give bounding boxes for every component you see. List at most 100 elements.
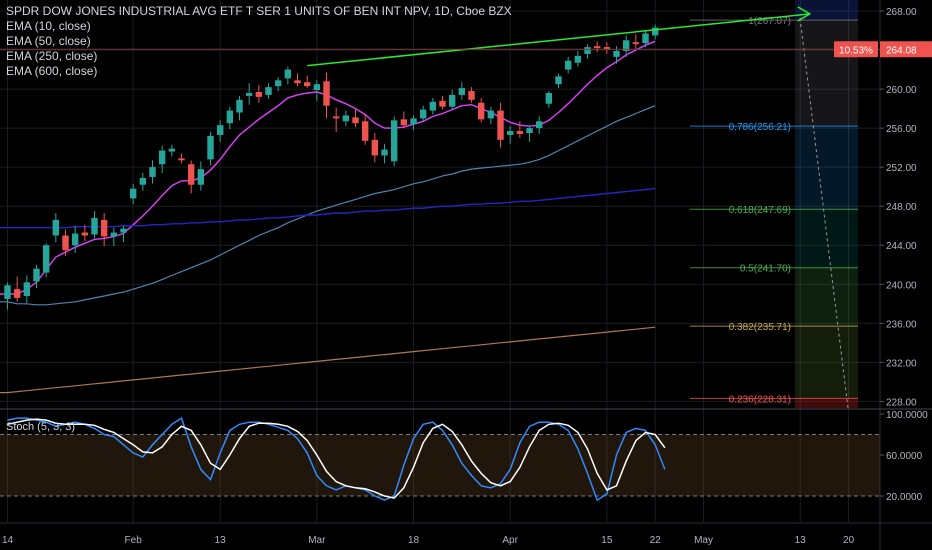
candle bbox=[574, 51, 582, 67]
candle-body bbox=[584, 47, 591, 54]
candle-body bbox=[13, 289, 21, 298]
price-change-value: 10.53% bbox=[839, 45, 873, 56]
price-axis-label: 268.00 bbox=[886, 7, 917, 18]
time-axis-label: 14 bbox=[2, 535, 14, 546]
indicator-ema250-label[interactable]: EMA (250, close) bbox=[6, 49, 98, 63]
candle-body bbox=[487, 110, 495, 119]
chart-title: SPDR DOW JONES INDUSTRIAL AVG ETF T SER … bbox=[6, 4, 512, 18]
indicator-ema10-label[interactable]: EMA (10, close) bbox=[6, 19, 91, 33]
candle bbox=[23, 275, 31, 303]
candle bbox=[4, 282, 11, 310]
candle-body bbox=[81, 232, 89, 236]
time-axis-label: 13 bbox=[795, 535, 807, 546]
candle-body bbox=[226, 110, 234, 124]
candle-body bbox=[139, 177, 147, 185]
candle bbox=[33, 264, 40, 289]
fib-level-label: 0.618(247.69) bbox=[729, 205, 791, 216]
candle-body bbox=[120, 228, 127, 233]
candle bbox=[216, 120, 224, 142]
candle-body bbox=[342, 115, 350, 122]
candle-body bbox=[236, 99, 243, 113]
candle-body bbox=[468, 91, 475, 100]
stoch-d-line bbox=[7, 418, 666, 499]
candle-body bbox=[593, 46, 601, 49]
indicator-ema600-label[interactable]: EMA (600, close) bbox=[6, 64, 98, 78]
candle bbox=[381, 143, 388, 164]
candle bbox=[622, 35, 630, 57]
candle-body bbox=[207, 135, 214, 160]
candle-body bbox=[23, 282, 31, 296]
price-axis-label: 256.00 bbox=[886, 124, 917, 135]
candle bbox=[651, 24, 659, 40]
candle bbox=[245, 83, 253, 105]
time-axis-label: 20 bbox=[843, 535, 855, 546]
candle-body bbox=[265, 87, 272, 95]
candle bbox=[81, 224, 89, 242]
candle-body bbox=[197, 169, 205, 185]
candle bbox=[265, 83, 272, 99]
candle bbox=[120, 225, 127, 243]
fib-zone bbox=[795, 326, 858, 399]
candle bbox=[390, 116, 398, 167]
candle bbox=[62, 229, 69, 256]
candle bbox=[584, 44, 591, 59]
candle bbox=[371, 133, 379, 163]
candle bbox=[642, 30, 649, 48]
candle bbox=[516, 121, 524, 138]
candle bbox=[303, 75, 311, 89]
ema-250-line bbox=[0, 187, 656, 229]
candle-body bbox=[4, 285, 11, 299]
candle-body bbox=[255, 92, 263, 97]
candle-body bbox=[313, 84, 321, 91]
fib-level-label: 0.5(241.70) bbox=[740, 264, 791, 275]
price-axis-label: 248.00 bbox=[886, 202, 917, 213]
candle-body bbox=[429, 101, 437, 111]
candle-body bbox=[632, 42, 640, 45]
candle-body bbox=[42, 245, 50, 273]
candle bbox=[429, 97, 437, 115]
candle bbox=[168, 144, 176, 157]
stoch-axis-label: 20.0000 bbox=[886, 492, 923, 503]
candle bbox=[207, 132, 214, 166]
candle-body bbox=[381, 149, 388, 156]
candle bbox=[149, 160, 156, 184]
candle-body bbox=[477, 102, 485, 120]
candle-body bbox=[352, 117, 359, 124]
candle-body bbox=[284, 69, 292, 79]
price-axis-label: 260.00 bbox=[886, 85, 917, 96]
time-axis-label: 22 bbox=[650, 535, 662, 546]
stoch-indicator-label[interactable]: Stoch (5, 3, 3) bbox=[6, 421, 76, 433]
candle bbox=[139, 173, 147, 191]
candle bbox=[439, 95, 446, 110]
candle-body bbox=[564, 60, 572, 70]
candle-body bbox=[371, 139, 379, 156]
candle bbox=[284, 66, 292, 85]
candle bbox=[13, 276, 21, 302]
ema-600-line bbox=[0, 326, 656, 394]
candle bbox=[603, 42, 611, 54]
candle-body bbox=[294, 80, 301, 84]
candle bbox=[487, 106, 495, 125]
time-axis-label: Feb bbox=[125, 535, 143, 546]
fib-level-label: 0.236(228.31) bbox=[729, 394, 791, 405]
candle-body bbox=[535, 121, 543, 129]
candle bbox=[352, 109, 359, 128]
fib-zone bbox=[795, 209, 858, 268]
stoch-band bbox=[0, 434, 880, 496]
indicator-ema50-label[interactable]: EMA (50, close) bbox=[6, 34, 91, 48]
candle-body bbox=[323, 81, 330, 106]
candle-body bbox=[603, 47, 611, 50]
time-axis-label: 15 bbox=[601, 535, 613, 546]
candle bbox=[42, 243, 50, 278]
candle bbox=[458, 82, 466, 100]
candle-body bbox=[555, 76, 562, 85]
price-axis-label: 244.00 bbox=[886, 241, 917, 252]
trend-line bbox=[307, 13, 810, 67]
candle-body bbox=[458, 88, 466, 95]
candle bbox=[506, 126, 514, 144]
candle bbox=[236, 95, 243, 121]
fib-level-label: 0.786(256.21) bbox=[729, 122, 791, 133]
candle-body bbox=[110, 232, 118, 237]
candle bbox=[274, 77, 282, 92]
